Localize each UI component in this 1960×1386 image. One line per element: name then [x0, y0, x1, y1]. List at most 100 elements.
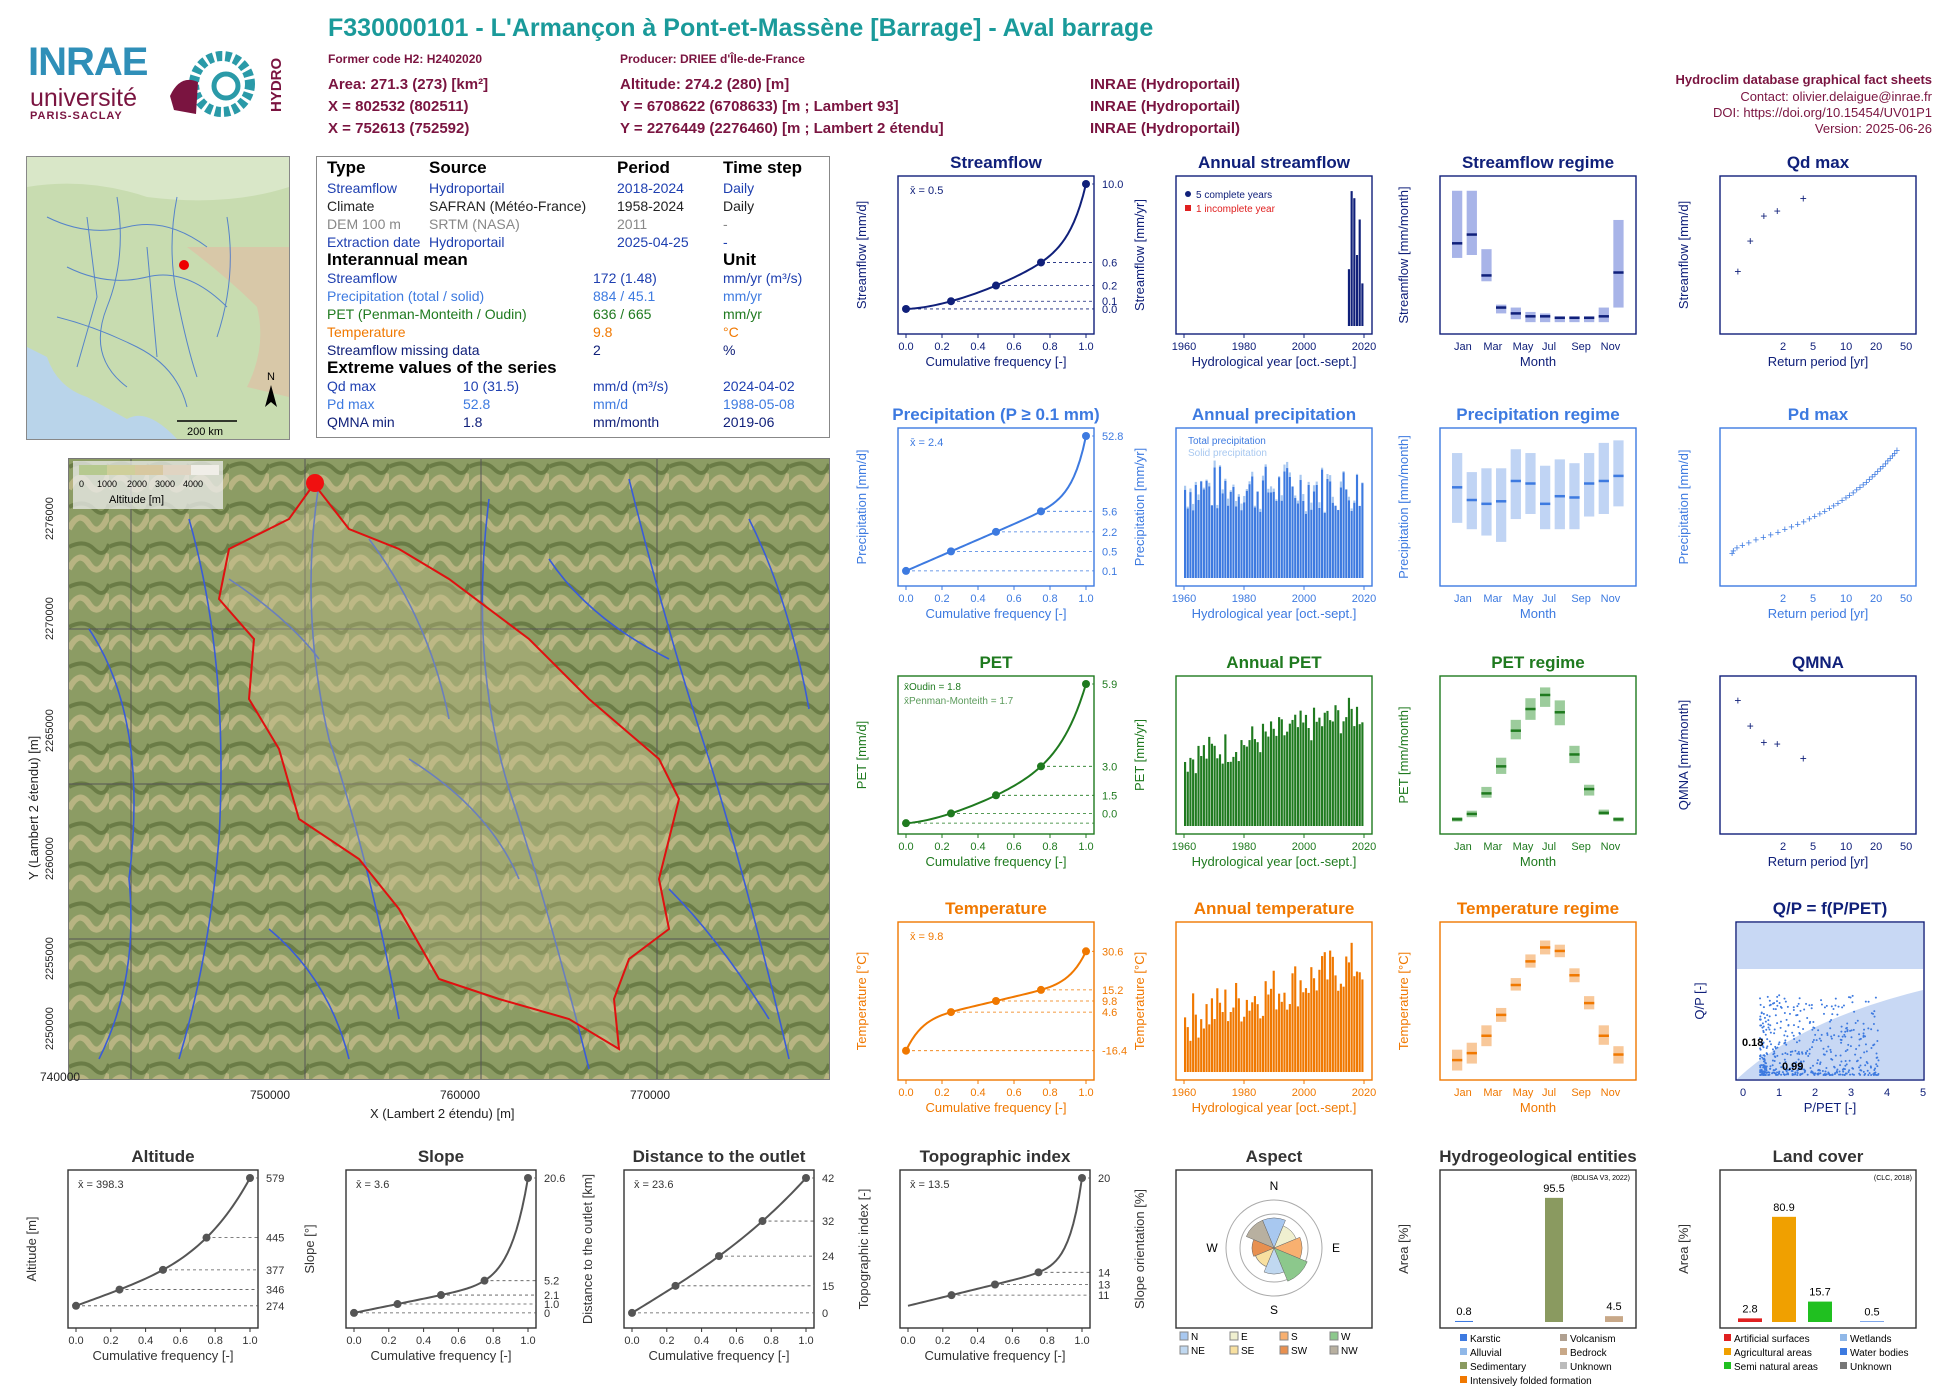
x-tick-label: 0.0 [898, 593, 913, 605]
x-tick-label: Sep [1571, 1087, 1591, 1099]
annual-bar-extra [1194, 481, 1197, 485]
chart-title: Land cover [1773, 1147, 1864, 1166]
return-point: + [1788, 522, 1794, 534]
qp-point [1844, 1050, 1847, 1053]
version: Version: 2025-06-26 [1814, 121, 1932, 136]
annual-bar [1280, 1001, 1283, 1072]
x-tick-label: 1980 [1232, 341, 1256, 353]
qp-point [1831, 1073, 1834, 1076]
regime-box [1496, 468, 1507, 542]
x-lambert93: X = 802532 (802511) [328, 98, 469, 115]
qp-point [1795, 1061, 1798, 1064]
qp-point [1837, 1005, 1840, 1008]
qp-point [1847, 1070, 1850, 1073]
y-axis-label: Slope [°] [302, 1224, 317, 1273]
annual-bar [1337, 710, 1340, 826]
qp-point [1822, 1047, 1825, 1050]
chart-title: Annual precipitation [1192, 405, 1356, 424]
annual-bar [1248, 484, 1251, 578]
annual-bar [1210, 505, 1214, 578]
qp-point [1858, 1044, 1861, 1047]
landcover-bar [1860, 1321, 1884, 1322]
annual-bar [1197, 499, 1200, 578]
qp-point [1802, 1068, 1805, 1071]
qp-point [1832, 1007, 1835, 1010]
annual-bar [1269, 988, 1273, 1072]
annual-bar [1275, 735, 1278, 826]
qp-point [1829, 1048, 1832, 1051]
return-point: + [1869, 472, 1875, 484]
annual-bar [1272, 728, 1275, 826]
qp-point [1830, 1005, 1833, 1008]
annual-bar [1235, 752, 1238, 826]
x-axis-label: Cumulative frequency [-] [925, 1348, 1066, 1363]
legend-pet-oudin: x̄Oudin = 1.8 [904, 682, 961, 693]
annual-bar [1280, 719, 1283, 826]
qp-point [1851, 1001, 1854, 1004]
x-axis-label: Return period [yr] [1768, 854, 1868, 869]
annual-bar [1240, 740, 1243, 826]
annual-bar [1194, 773, 1197, 826]
annual-bar [1224, 734, 1227, 826]
annual-bar-extra [1288, 472, 1291, 477]
qp-point [1776, 1046, 1779, 1049]
annual-bar [1278, 717, 1281, 826]
x-tick-label: 10 [1840, 841, 1852, 853]
qp-point [1803, 1071, 1806, 1074]
qp-point [1780, 1073, 1783, 1076]
row-type: DEM 100 m [327, 216, 401, 232]
qp-point [1875, 1063, 1878, 1066]
mean-label: x̄ = 2.4 [910, 437, 943, 449]
h-period: Period [617, 158, 670, 177]
mean-value: 636 / 665 [593, 306, 652, 322]
x-tick-label: 0.4 [970, 593, 985, 605]
qp-point [1786, 1035, 1789, 1038]
return-point: + [1894, 445, 1900, 457]
right-tick-label: 13 [1098, 1279, 1110, 1291]
annual-bar-extra [1267, 488, 1270, 493]
bar-value: 0.8 [1456, 1306, 1471, 1318]
qp-point [1826, 1032, 1829, 1035]
x-tick-label: Mar [1483, 841, 1502, 853]
annual-bar-extra [1208, 482, 1211, 487]
qp-point [1811, 1064, 1814, 1067]
legend-label: NE [1191, 1346, 1205, 1357]
x-tick-label: Jul [1542, 841, 1556, 853]
annual-bar-extra [1269, 486, 1273, 493]
annual-bar [1358, 505, 1361, 578]
return-point: + [1857, 482, 1863, 494]
annual-bar [1253, 739, 1256, 826]
qp-point [1862, 1032, 1865, 1035]
chart-title: Temperature regime [1457, 899, 1619, 918]
annual-bar [1334, 705, 1337, 826]
annual-bar [1256, 742, 1259, 826]
annual-bar [1267, 492, 1270, 578]
legend-swatch [1560, 1362, 1567, 1369]
qp-point [1793, 1038, 1796, 1041]
right-tick-label: 42 [822, 1173, 834, 1185]
db-title: Hydroclim database graphical fact sheets [1675, 72, 1932, 87]
x-tick-label: 0.6 [1006, 593, 1021, 605]
qp-point [1812, 1020, 1815, 1023]
qp-point [1863, 1028, 1866, 1031]
x-lambert2: X = 752613 (752592) [328, 120, 470, 137]
qp-point [1866, 1069, 1869, 1072]
right-tick-label: 0.5 [1102, 546, 1117, 558]
qp-point [1810, 1007, 1813, 1010]
annual-bar [1248, 740, 1251, 826]
x-tick-label: 0.4 [970, 1335, 985, 1347]
qp-point [1784, 1041, 1787, 1044]
qp-point [1858, 1038, 1861, 1041]
annual-bar [1245, 490, 1248, 578]
qp-point [1876, 1029, 1879, 1032]
qp-point [1781, 1071, 1784, 1074]
qp-point [1785, 1070, 1788, 1073]
x-tick-label: 5 [1810, 341, 1816, 353]
qp-point [1759, 1070, 1762, 1073]
chart-precip_regime: Precipitation regime Precipitation [mm/mo… [1396, 405, 1637, 621]
plot-area [899, 1169, 1091, 1329]
x-axis-label: Hydrological year [oct.-sept.] [1192, 1100, 1357, 1115]
legend-swatch [1329, 1331, 1339, 1341]
qp-point [1847, 1043, 1850, 1046]
annual-bar [1312, 978, 1316, 1072]
